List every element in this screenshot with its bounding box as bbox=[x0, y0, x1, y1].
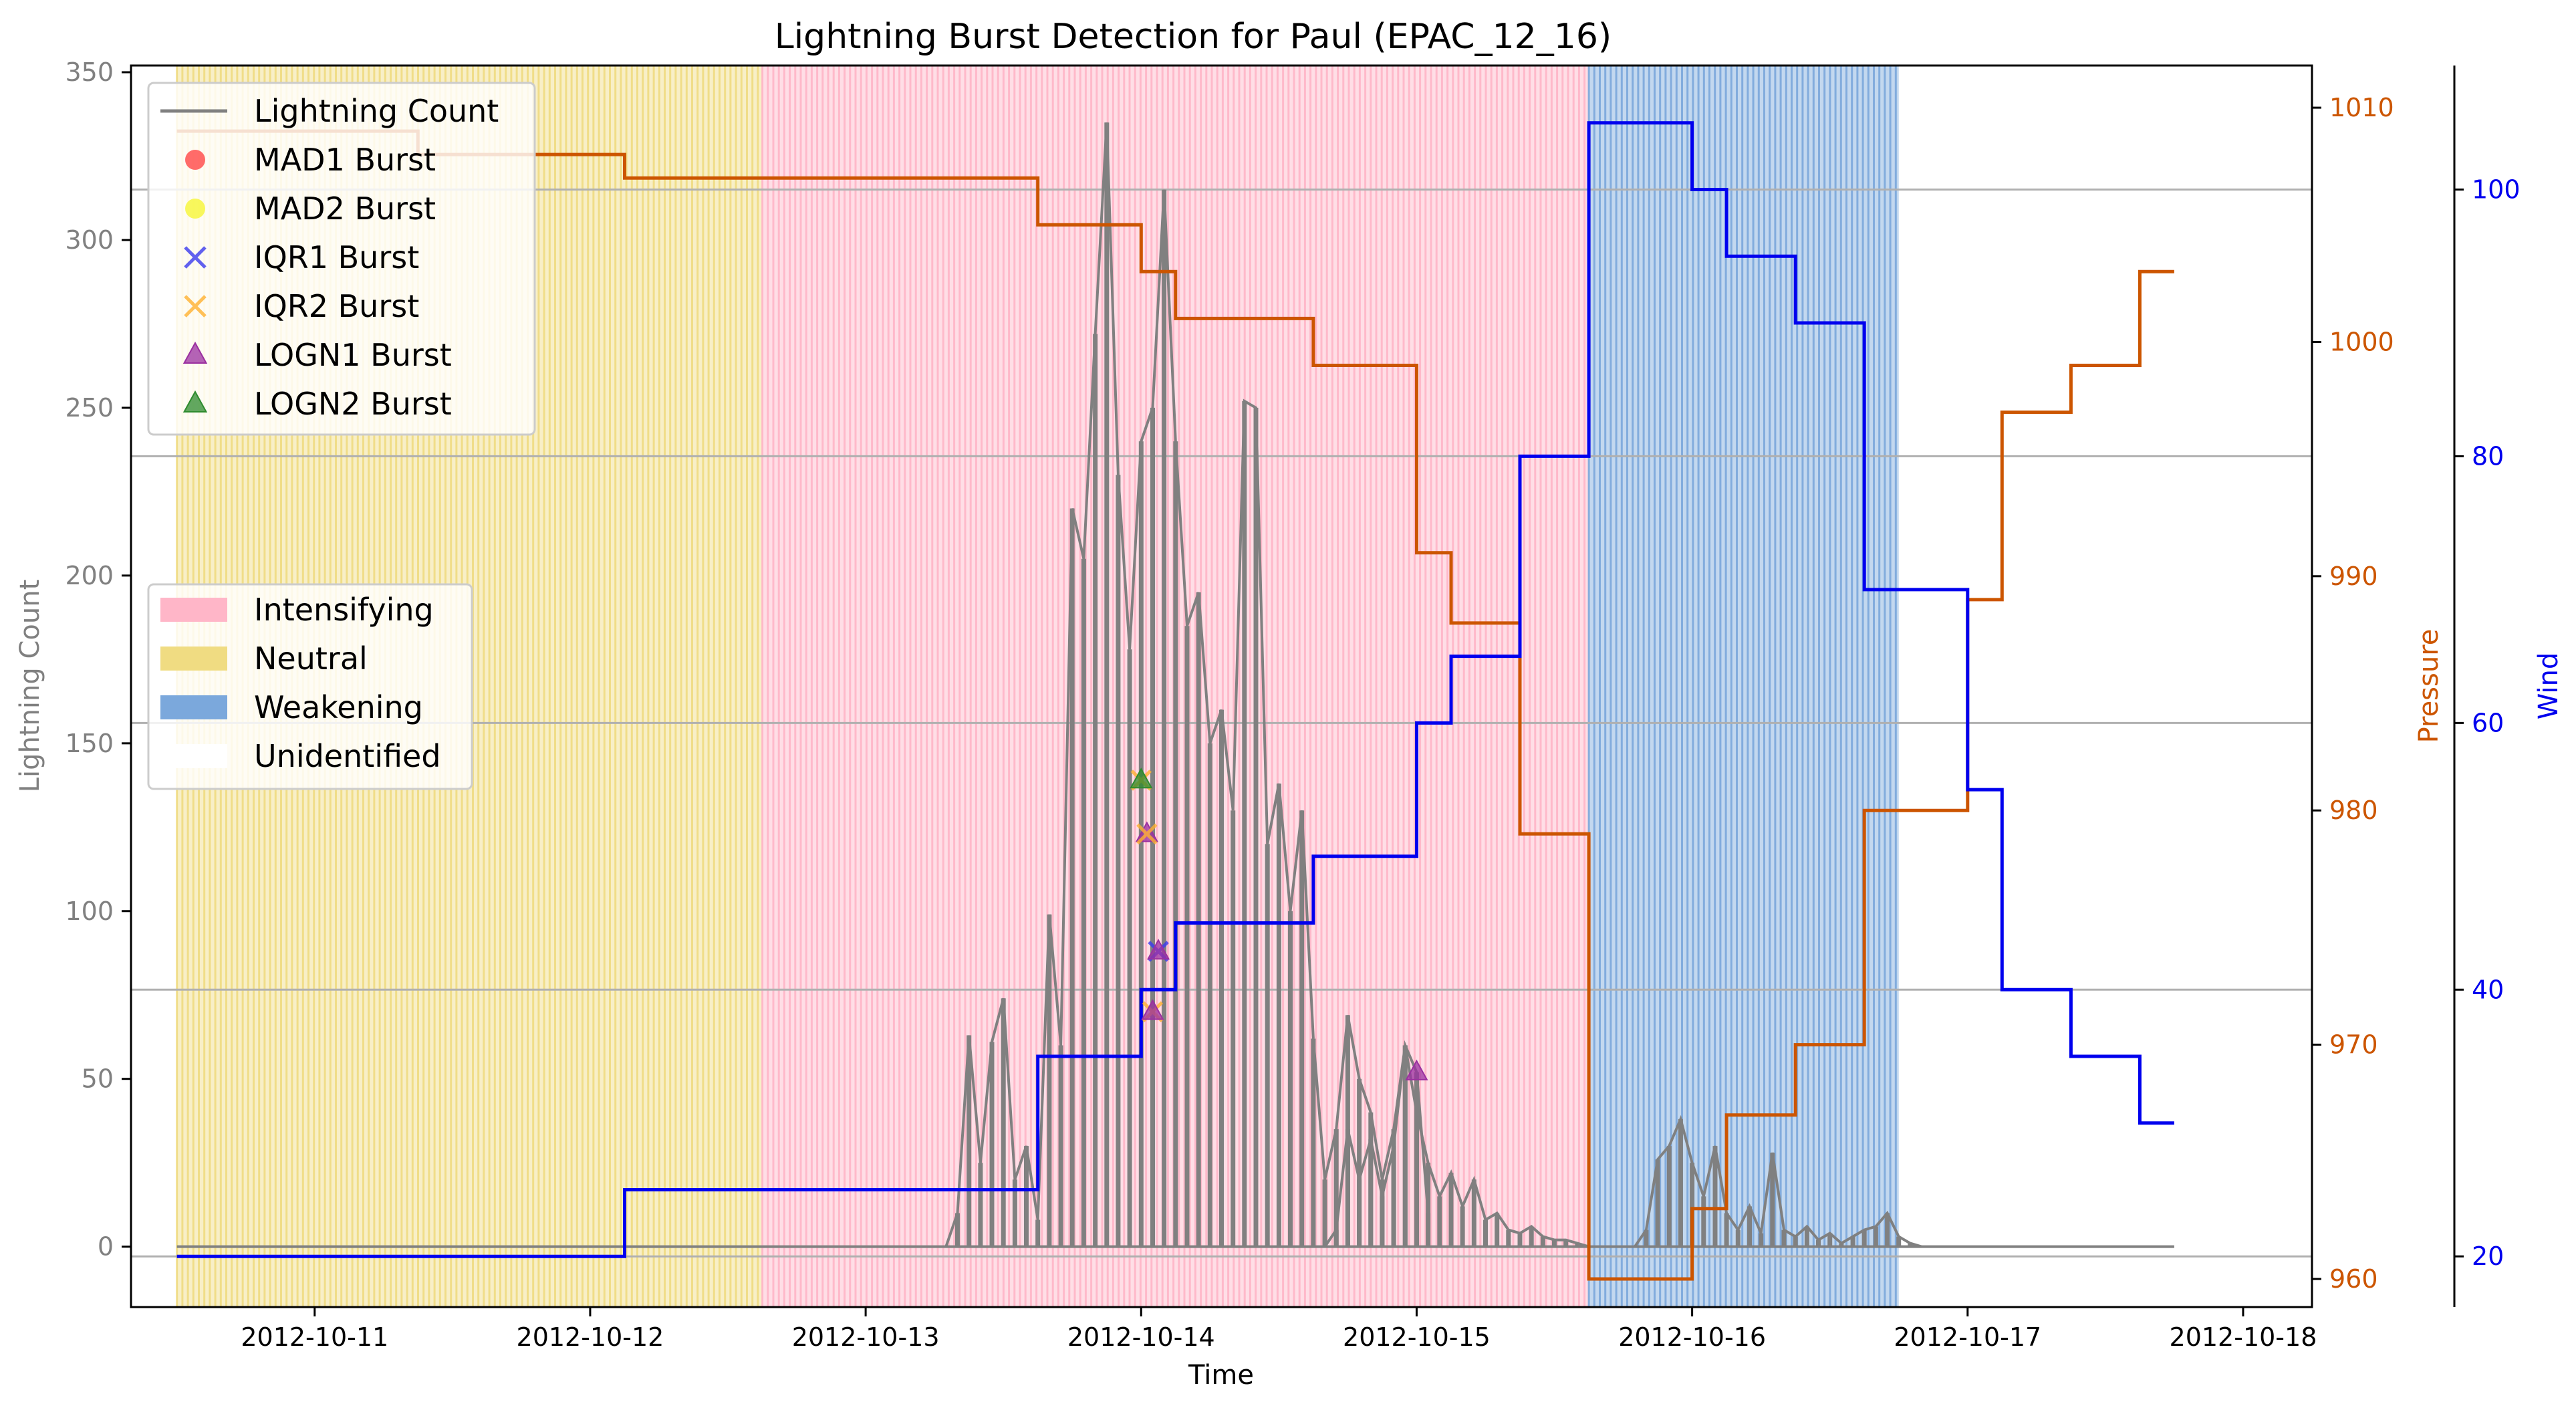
legend-entry-logn2-burst: LOGN2 Burst bbox=[254, 386, 452, 422]
burst-markers bbox=[1130, 768, 1428, 1080]
burst-marker-logn1-burst bbox=[1141, 999, 1164, 1020]
legend-entry-iqr2-burst: IQR2 Burst bbox=[254, 288, 419, 324]
burst-marker-logn1-burst bbox=[1146, 939, 1170, 960]
x-tick-label: 2012-10-12 bbox=[517, 1322, 664, 1352]
x-tick-label: 2012-10-11 bbox=[241, 1322, 388, 1352]
x-tick-label: 2012-10-18 bbox=[2170, 1322, 2317, 1352]
pressure-tick-label: 1000 bbox=[2329, 327, 2394, 356]
lightning-count-series bbox=[176, 122, 2174, 1248]
legend-phase-unidentified: Unidentified bbox=[254, 738, 441, 774]
legend-entry-logn2-burst-swatch bbox=[182, 390, 208, 413]
y-left-tick-label: 250 bbox=[65, 393, 114, 423]
burst-marker-logn1-burst bbox=[1405, 1059, 1428, 1080]
pressure-axis-label: Pressure bbox=[2414, 629, 2444, 743]
series-legend-box bbox=[147, 82, 536, 436]
chart-title: Lightning Burst Detection for Paul (EPAC… bbox=[775, 17, 1612, 57]
pressure-line bbox=[176, 129, 2174, 1281]
plot-frame bbox=[130, 64, 2313, 1308]
pressure-tick-label: 970 bbox=[2329, 1030, 2378, 1060]
legend-entry-iqr2-burst-swatch bbox=[184, 295, 207, 318]
wind-tick-label: 60 bbox=[2472, 708, 2504, 737]
legend-entry-mad1-burst-swatch bbox=[185, 150, 205, 170]
legend-entry-iqr1-burst-swatch bbox=[184, 246, 207, 269]
lightning-line-1 bbox=[944, 122, 1589, 1248]
phase-legend-box bbox=[147, 583, 473, 790]
legend-entry-logn1-burst: LOGN1 Burst bbox=[254, 337, 452, 373]
legend-entry-logn1-burst-swatch bbox=[182, 341, 208, 364]
y-left-tick-label: 200 bbox=[65, 561, 114, 590]
legend-phase-intensifying: Intensifying bbox=[254, 592, 434, 628]
legend-phase-unidentified-swatch bbox=[160, 744, 227, 768]
pressure-tick-label: 990 bbox=[2329, 562, 2378, 591]
wind-line bbox=[176, 121, 2174, 1258]
pressure-series bbox=[176, 129, 2174, 1281]
wind-tick-label: 80 bbox=[2472, 441, 2504, 471]
x-tick-label: 2012-10-16 bbox=[1618, 1322, 1766, 1352]
lightning-line-3 bbox=[1634, 1115, 1922, 1248]
phase-band-weakening bbox=[1587, 66, 1899, 1307]
legend-entry-iqr1-burst: IQR1 Burst bbox=[254, 239, 419, 275]
wind-tick-label: 40 bbox=[2472, 975, 2504, 1004]
legend-phase-weakening: Weakening bbox=[254, 689, 423, 725]
legend-phase-neutral: Neutral bbox=[254, 640, 368, 677]
legend-entry-mad2-burst-swatch bbox=[185, 199, 205, 219]
legend-phase-weakening-swatch bbox=[160, 695, 227, 719]
pressure-tick-label: 960 bbox=[2329, 1264, 2378, 1294]
x-axis-label: Time bbox=[1188, 1360, 1254, 1391]
pressure-tick-label: 980 bbox=[2329, 796, 2378, 825]
lightning-count-axis: 0 50 100 150 200 250 300 350 bbox=[65, 57, 131, 1262]
wind-tick-label: 20 bbox=[2472, 1242, 2504, 1271]
x-tick-label: 2012-10-13 bbox=[792, 1322, 940, 1352]
wind-axis-label: Wind bbox=[2533, 653, 2564, 720]
wind-tick-label: 100 bbox=[2472, 175, 2521, 205]
y-left-tick-label: 150 bbox=[65, 729, 114, 758]
y-left-tick-label: 0 bbox=[98, 1232, 114, 1262]
burst-marker-iqr2-burst bbox=[1136, 823, 1158, 845]
x-tick-label: 2012-10-14 bbox=[1067, 1322, 1215, 1352]
wind-series bbox=[176, 121, 2174, 1258]
phase-legend: Intensifying Neutral Weakening Unidentified bbox=[147, 583, 473, 790]
burst-marker-logn2-burst bbox=[1130, 768, 1153, 789]
x-tick-label: 2012-10-17 bbox=[1894, 1322, 2041, 1352]
legend-entry-lightning-count: Lightning Count bbox=[254, 93, 499, 129]
legend-entry-mad2-burst: MAD2 Burst bbox=[254, 191, 436, 227]
legend-phase-neutral-swatch bbox=[160, 647, 227, 671]
wind-axis: 20 40 60 80 100 bbox=[2454, 175, 2521, 1271]
x-tick-label: 2012-10-15 bbox=[1343, 1322, 1491, 1352]
y-left-tick-label: 350 bbox=[65, 57, 114, 87]
lightning-line-2 bbox=[1323, 1040, 1430, 1248]
y-left-tick-label: 300 bbox=[65, 225, 114, 255]
y-left-tick-label: 100 bbox=[65, 897, 114, 926]
y-left-tick-label: 50 bbox=[82, 1064, 114, 1094]
lightning-count-axis-label: Lightning Count bbox=[15, 580, 45, 793]
series-legend: Lightning Count MAD1 Burst MAD2 Burst IQR1 … bbox=[147, 82, 536, 436]
pressure-tick-label: 1010 bbox=[2329, 93, 2394, 122]
x-axis: 2012-10-11 2012-10-12 2012-10-13 2012-10-14… bbox=[241, 1307, 2317, 1352]
pressure-axis: 960 970 980 990 1000 1010 bbox=[2312, 93, 2394, 1294]
legend-entry-mad1-burst: MAD1 Burst bbox=[254, 142, 436, 178]
legend-phase-intensifying-swatch bbox=[160, 598, 227, 622]
